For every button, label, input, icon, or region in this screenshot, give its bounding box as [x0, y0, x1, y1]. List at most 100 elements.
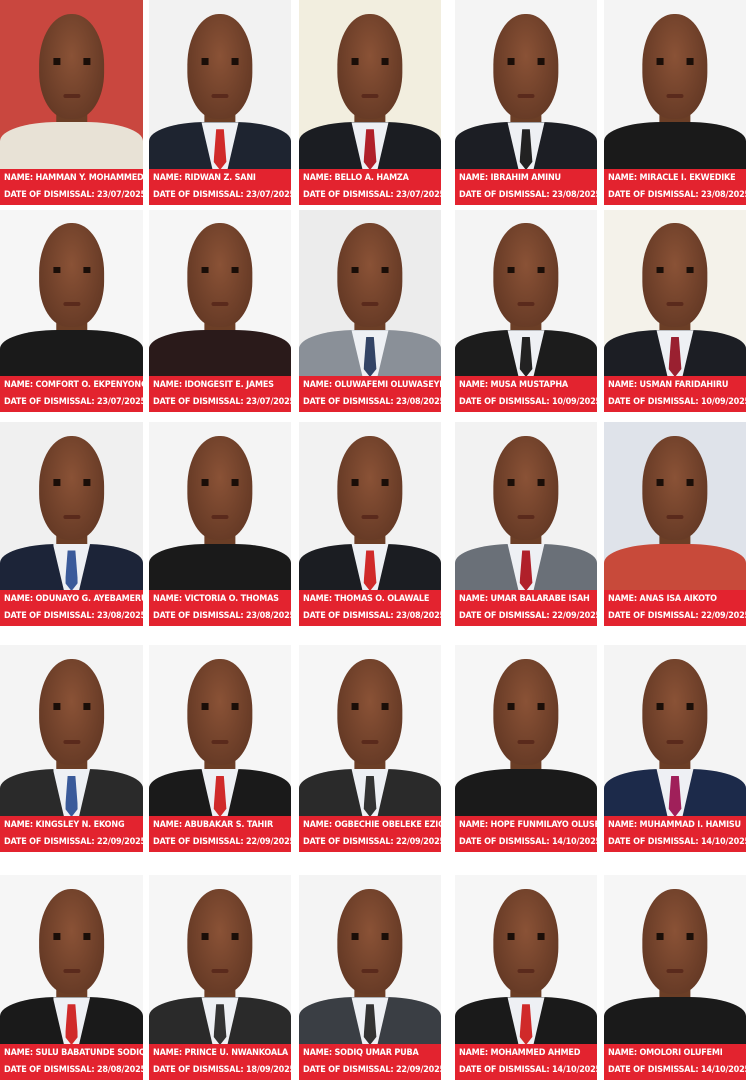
name-line: NAME: SODIQ UMAR PUBA — [303, 1045, 437, 1062]
dismissal-date: 22/09/2025 — [551, 611, 597, 621]
caption-label: NAME: IBRAHIM AMINU DATE OF DISMISSAL: 2… — [455, 169, 597, 205]
caption-label: NAME: VICTORIA O. THOMAS DATE OF DISMISS… — [149, 590, 291, 626]
name-line: NAME: PRINCE U. NWANKOALA — [153, 1045, 288, 1062]
name-line: NAME: IBRAHIM AMINU — [459, 170, 593, 187]
caption-label: NAME: MUHAMMAD I. HAMISU DATE OF DISMISS… — [604, 816, 746, 852]
staff-card: NAME: OLUWAFEMI OLUWASEYI DATE OF DISMIS… — [299, 210, 441, 412]
date-line: DATE OF DISMISSAL: 23/08/2025 — [303, 608, 441, 625]
name-line: NAME: MUHAMMAD I. HAMISU — [608, 817, 742, 834]
name-prefix: NAME: — [303, 594, 332, 604]
dismissal-date: 14/10/2025 — [700, 837, 746, 847]
name-prefix: NAME: — [4, 1048, 33, 1058]
date-line: DATE OF DISMISSAL: 23/07/2025 — [153, 187, 291, 204]
person-name: RIDWAN Z. SANI — [184, 173, 256, 183]
caption-label: NAME: MUSA MUSTAPHA DATE OF DISMISSAL: 1… — [455, 376, 597, 412]
date-line: DATE OF DISMISSAL: 22/09/2025 — [608, 608, 746, 625]
staff-card: NAME: RIDWAN Z. SANI DATE OF DISMISSAL: … — [149, 0, 291, 205]
dismissal-date: 22/09/2025 — [395, 1065, 441, 1075]
name-line: NAME: ABUBAKAR S. TAHIR — [153, 817, 287, 834]
date-prefix: DATE OF DISMISSAL: — [303, 190, 394, 200]
person-name: MIRACLE I. EKWEDIKE — [639, 173, 736, 183]
name-line: NAME: OMOLORI OLUFEMI — [608, 1045, 742, 1062]
caption-label: NAME: COMFORT O. EKPENYONG DATE OF DISMI… — [0, 376, 143, 412]
name-line: NAME: USMAN FARIDAHIRU — [608, 377, 742, 394]
name-prefix: NAME: — [153, 1048, 182, 1058]
name-line: NAME: HAMMAN Y. MOHAMMED — [4, 170, 143, 187]
caption-label: NAME: HOPE FUNMILAYO OLUSESI DATE OF DIS… — [455, 816, 597, 852]
person-name: VICTORIA O. THOMAS — [184, 594, 279, 604]
portrait-photo — [299, 645, 441, 817]
person-name: OGBECHIE OBELEKE EZIOKWU — [334, 820, 442, 830]
caption-label: NAME: IDONGESIT E. JAMES DATE OF DISMISS… — [149, 376, 291, 412]
dismissal-date: 23/08/2025 — [700, 190, 746, 200]
staff-card: NAME: MOHAMMED AHMED DATE OF DISMISSAL: … — [455, 875, 597, 1080]
portrait-photo — [455, 0, 597, 170]
name-prefix: NAME: — [303, 820, 332, 830]
date-prefix: DATE OF DISMISSAL: — [459, 611, 550, 621]
name-line: NAME: SULU BABATUNDE SODIQ — [4, 1045, 143, 1062]
name-line: NAME: ODUNAYO G. AYEBAMERU — [4, 591, 143, 608]
person-name: USMAN FARIDAHIRU — [639, 380, 729, 390]
portrait-photo — [149, 645, 291, 817]
person-name: ANAS ISA AIKOTO — [639, 594, 718, 604]
name-line: NAME: MIRACLE I. EKWEDIKE — [608, 170, 742, 187]
dismissal-date: 14/10/2025 — [551, 837, 597, 847]
staff-card: NAME: BELLO A. HAMZA DATE OF DISMISSAL: … — [299, 0, 441, 205]
dismissal-date: 28/08/2025 — [96, 1065, 143, 1075]
name-line: NAME: OLUWAFEMI OLUWASEYI — [303, 377, 441, 394]
person-name: BELLO A. HAMZA — [334, 173, 409, 183]
date-line: DATE OF DISMISSAL: 23/08/2025 — [608, 187, 746, 204]
staff-card: NAME: MIRACLE I. EKWEDIKE DATE OF DISMIS… — [604, 0, 746, 205]
portrait-photo — [455, 422, 597, 591]
caption-label: NAME: SULU BABATUNDE SODIQ DATE OF DISMI… — [0, 1044, 143, 1080]
date-prefix: DATE OF DISMISSAL: — [608, 611, 699, 621]
caption-label: NAME: ABUBAKAR S. TAHIR DATE OF DISMISSA… — [149, 816, 291, 852]
name-prefix: NAME: — [153, 594, 182, 604]
staff-card: NAME: HAMMAN Y. MOHAMMED DATE OF DISMISS… — [0, 0, 143, 205]
date-line: DATE OF DISMISSAL: 23/07/2025 — [4, 394, 143, 411]
dismissal-date: 22/09/2025 — [395, 837, 441, 847]
date-line: DATE OF DISMISSAL: 18/09/2025 — [153, 1062, 291, 1079]
staff-card: NAME: SULU BABATUNDE SODIQ DATE OF DISMI… — [0, 875, 143, 1080]
dismissal-date: 10/09/2025 — [700, 397, 746, 407]
date-line: DATE OF DISMISSAL: 22/09/2025 — [459, 608, 597, 625]
portrait-photo — [0, 645, 143, 817]
date-line: DATE OF DISMISSAL: 23/07/2025 — [4, 187, 143, 204]
date-line: DATE OF DISMISSAL: 22/09/2025 — [303, 1062, 441, 1079]
dismissal-date: 23/08/2025 — [395, 397, 441, 407]
person-name: IBRAHIM AMINU — [490, 173, 562, 183]
staff-card: NAME: ODUNAYO G. AYEBAMERU DATE OF DISMI… — [0, 422, 143, 626]
dismissal-date: 22/09/2025 — [245, 837, 291, 847]
name-prefix: NAME: — [303, 1048, 332, 1058]
date-prefix: DATE OF DISMISSAL: — [303, 837, 394, 847]
person-name: MOHAMMED AHMED — [490, 1048, 581, 1058]
name-prefix: NAME: — [4, 380, 33, 390]
name-prefix: NAME: — [153, 380, 182, 390]
portrait-photo — [0, 875, 143, 1045]
date-prefix: DATE OF DISMISSAL: — [608, 837, 699, 847]
dismissal-date: 23/07/2025 — [245, 190, 291, 200]
caption-label: NAME: OMOLORI OLUFEMI DATE OF DISMISSAL:… — [604, 1044, 746, 1080]
date-line: DATE OF DISMISSAL: 22/09/2025 — [303, 834, 441, 851]
name-prefix: NAME: — [608, 820, 637, 830]
caption-label: NAME: MIRACLE I. EKWEDIKE DATE OF DISMIS… — [604, 169, 746, 205]
person-name: COMFORT O. EKPENYONG — [35, 380, 144, 390]
dismissal-date: 23/08/2025 — [551, 190, 597, 200]
dismissal-date: 23/07/2025 — [245, 397, 291, 407]
name-line: NAME: KINGSLEY N. EKONG — [4, 817, 139, 834]
name-prefix: NAME: — [459, 1048, 488, 1058]
name-line: NAME: HOPE FUNMILAYO OLUSESI — [459, 817, 597, 834]
portrait-photo — [149, 875, 291, 1045]
portrait-photo — [455, 210, 597, 377]
portrait-photo — [299, 875, 441, 1045]
dismissal-date: 23/07/2025 — [96, 190, 143, 200]
date-prefix: DATE OF DISMISSAL: — [4, 611, 95, 621]
staff-card: NAME: KINGSLEY N. EKONG DATE OF DISMISSA… — [0, 645, 143, 852]
portrait-photo — [149, 422, 291, 591]
portrait-photo — [604, 0, 746, 170]
dismissal-date: 23/07/2025 — [96, 397, 143, 407]
date-prefix: DATE OF DISMISSAL: — [608, 1065, 699, 1075]
date-line: DATE OF DISMISSAL: 14/10/2025 — [608, 834, 746, 851]
name-prefix: NAME: — [608, 594, 637, 604]
name-prefix: NAME: — [4, 594, 33, 604]
